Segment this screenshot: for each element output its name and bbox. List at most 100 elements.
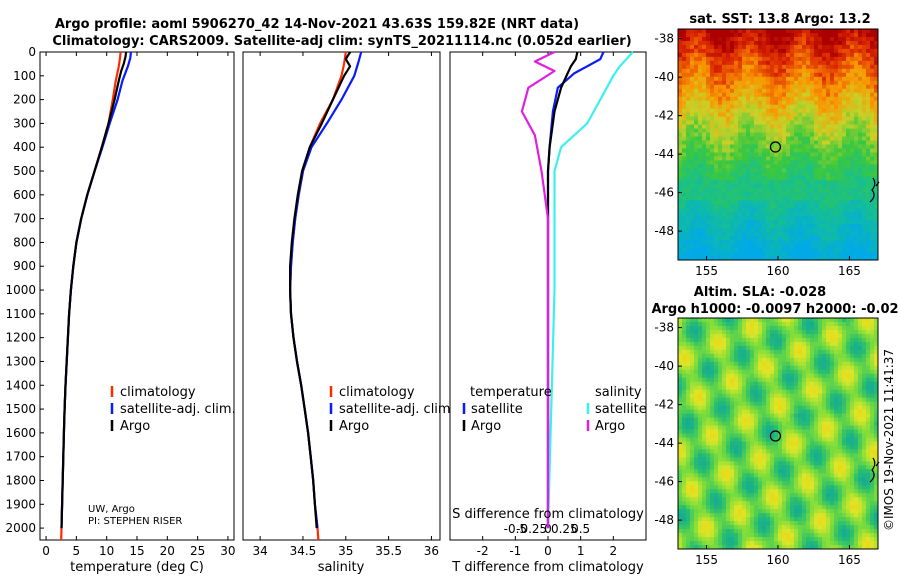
heatmap-cell (706, 337, 711, 343)
heatmap-cell (838, 216, 843, 221)
heatmap-cell (846, 128, 851, 133)
heatmap-cell (682, 29, 687, 34)
heatmap-cell (734, 373, 739, 379)
heatmap-cell (738, 389, 743, 395)
heatmap-cell (858, 252, 863, 257)
heatmap-cell (686, 252, 691, 257)
heatmap-cell (870, 409, 875, 414)
heatmap-cell (734, 204, 739, 209)
heatmap-cell (794, 56, 799, 62)
heatmap-cell (862, 76, 867, 82)
heatmap-cell (734, 164, 739, 169)
heatmap-cell (810, 389, 815, 395)
sst-map-title: sat. SST: 13.8 Argo: 13.2 (689, 12, 870, 27)
heatmap-cell (794, 373, 799, 379)
heatmap-cell (838, 429, 843, 434)
heatmap-cell (874, 152, 879, 157)
heatmap-cell (802, 453, 807, 458)
heatmap-cell (838, 72, 843, 78)
heatmap-cell (734, 449, 739, 454)
heatmap-cell (738, 353, 743, 359)
heatmap-cell (726, 240, 731, 245)
heatmap-cell (782, 365, 787, 371)
heatmap-cell (858, 40, 863, 46)
heatmap-cell (870, 433, 875, 438)
heatmap-cell (726, 188, 731, 193)
heatmap-cell (806, 228, 811, 233)
heatmap-cell (718, 357, 723, 363)
heatmap-cell (706, 369, 711, 375)
heatmap-cell (858, 413, 863, 418)
heatmap-cell (838, 236, 843, 241)
heatmap-cell (734, 136, 739, 141)
heatmap-cell (754, 373, 759, 379)
heatmap-cell (738, 381, 743, 387)
heatmap-cell (706, 401, 711, 407)
heatmap-cell (866, 188, 871, 193)
heatmap-cell (694, 164, 699, 169)
heatmap-cell (722, 36, 727, 42)
heatmap-cell (686, 36, 691, 42)
heatmap-cell (702, 445, 707, 450)
heatmap-cell (714, 445, 719, 450)
heatmap-cell (698, 96, 703, 102)
heatmap-cell (850, 140, 855, 145)
heatmap-cell (846, 417, 851, 422)
heatmap-cell (766, 208, 771, 213)
heatmap-cell (774, 256, 779, 261)
heatmap-cell (842, 329, 847, 335)
heatmap-cell (766, 120, 771, 125)
heatmap-cell (758, 80, 763, 86)
heatmap-cell (734, 188, 739, 193)
heatmap-cell (850, 425, 855, 430)
heatmap-cell (702, 44, 707, 50)
heatmap-cell (826, 132, 831, 137)
heatmap-cell (850, 29, 855, 34)
heatmap-cell (790, 337, 795, 343)
heatmap-cell (790, 32, 795, 38)
heatmap-cell (678, 461, 683, 466)
heatmap-cell (806, 88, 811, 94)
heatmap-cell (778, 437, 783, 442)
heatmap-cell (810, 56, 815, 62)
heatmap-cell (866, 44, 871, 50)
heatmap-cell (838, 441, 843, 446)
heatmap-cell (806, 345, 811, 351)
heatmap-cell (718, 104, 723, 110)
heatmap-cell (870, 425, 875, 430)
heatmap-cell (830, 56, 835, 62)
heatmap-cell (866, 429, 871, 434)
heatmap-cell (866, 441, 871, 446)
heatmap-cell (858, 44, 863, 50)
heatmap-cell (862, 64, 867, 70)
heatmap-cell (782, 104, 787, 110)
heatmap-cell (758, 397, 763, 403)
heatmap-cell (806, 132, 811, 137)
heatmap-cell (854, 116, 859, 121)
heatmap-cell (806, 329, 811, 335)
heatmap-cell (766, 244, 771, 249)
heatmap-cell (822, 116, 827, 121)
heatmap-cell (762, 385, 767, 391)
heatmap-cell (766, 357, 771, 363)
heatmap-cell (846, 329, 851, 335)
heatmap-cell (714, 116, 719, 121)
heatmap-cell (830, 329, 835, 335)
heatmap-cell (710, 349, 715, 355)
heatmap-cell (682, 357, 687, 363)
heatmap-cell (858, 405, 863, 410)
heatmap-cell (694, 361, 699, 367)
heatmap-cell (722, 457, 727, 462)
heatmap-cell (734, 88, 739, 94)
heatmap-cell (750, 44, 755, 50)
heatmap-cell (822, 345, 827, 351)
heatmap-cell (790, 164, 795, 169)
heatmap-cell (818, 393, 823, 399)
heatmap-cell (822, 36, 827, 42)
heatmap-cell (862, 96, 867, 102)
heatmap-cell (842, 345, 847, 351)
heatmap-cell (846, 341, 851, 347)
heatmap-cell (802, 152, 807, 157)
heatmap-cell (714, 441, 719, 446)
heatmap-cell (746, 84, 751, 90)
